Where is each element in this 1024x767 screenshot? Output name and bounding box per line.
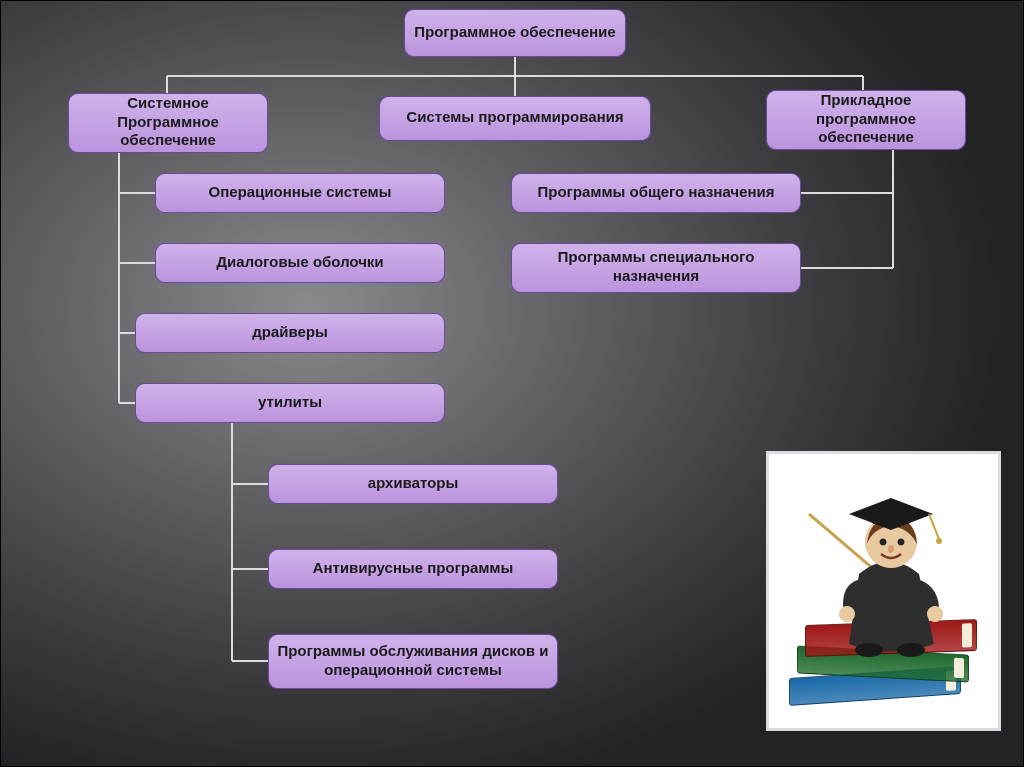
node-label: драйверы bbox=[252, 324, 328, 343]
clip-layer: Программное обеспечение Системное Програ… bbox=[1, 1, 1024, 767]
node-disk-maintenance: Программы обслуживания дисков и операцио… bbox=[268, 634, 558, 689]
node-special-programs: Программы специального назначения bbox=[511, 243, 801, 293]
node-programming-systems: Системы программирования bbox=[379, 96, 651, 141]
node-label: Программное обеспечение bbox=[414, 24, 615, 43]
node-drivers: драйверы bbox=[135, 313, 445, 353]
node-general-programs: Программы общего назначения bbox=[511, 173, 801, 213]
node-label: Системное Программное обеспечение bbox=[77, 95, 259, 151]
node-shells: Диалоговые оболочки bbox=[155, 243, 445, 283]
node-label: Программы общего назначения bbox=[538, 184, 775, 203]
graduate-figure-icon bbox=[769, 454, 1004, 734]
node-root: Программное обеспечение bbox=[404, 9, 626, 57]
node-label: Операционные системы bbox=[209, 184, 392, 203]
node-label: Диалоговые оболочки bbox=[216, 254, 383, 273]
node-application-software: Прикладное программное обеспечение bbox=[766, 90, 966, 150]
node-utilities: утилиты bbox=[135, 383, 445, 423]
node-label: Антивирусные программы bbox=[313, 560, 514, 579]
node-label: утилиты bbox=[258, 394, 322, 413]
node-label: Программы специального назначения bbox=[520, 249, 792, 287]
node-label: Системы программирования bbox=[406, 109, 623, 128]
node-system-software: Системное Программное обеспечение bbox=[68, 93, 268, 153]
node-label: Программы обслуживания дисков и операцио… bbox=[277, 643, 549, 681]
node-os: Операционные системы bbox=[155, 173, 445, 213]
node-label: архиваторы bbox=[368, 475, 459, 494]
node-label: Прикладное программное обеспечение bbox=[775, 92, 957, 148]
decorative-illustration bbox=[766, 451, 1001, 731]
node-archivers: архиваторы bbox=[268, 464, 558, 504]
node-antivirus: Антивирусные программы bbox=[268, 549, 558, 589]
slide-stage: Программное обеспечение Системное Програ… bbox=[0, 0, 1024, 767]
